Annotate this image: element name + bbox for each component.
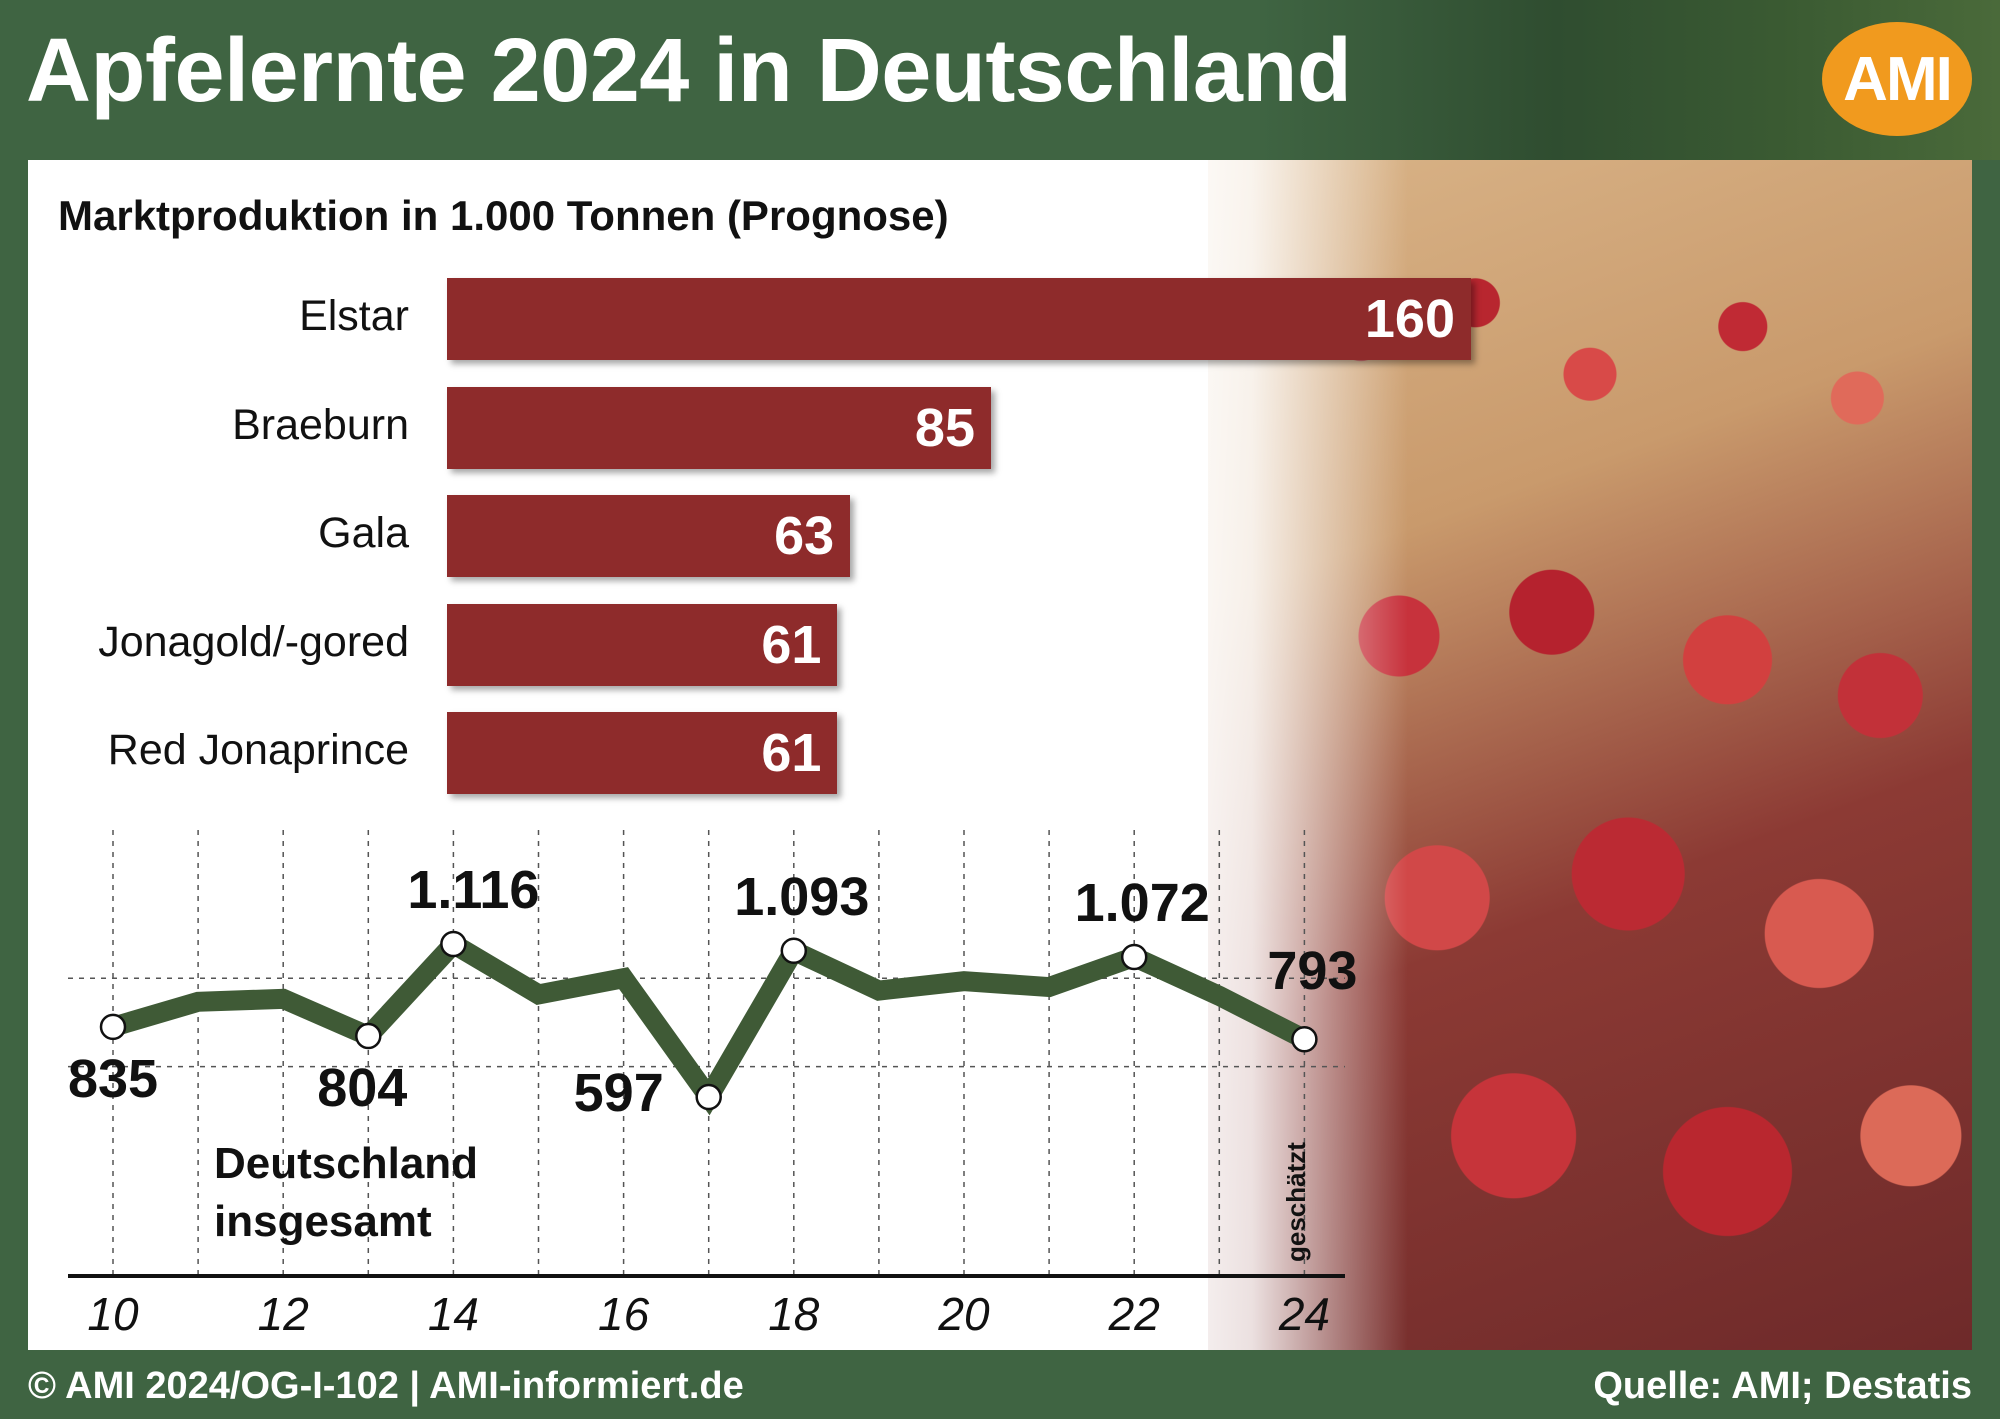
bar-label: Red Jonaprince [107, 726, 409, 774]
bar-label: Gala [318, 509, 409, 557]
bar [447, 495, 851, 577]
series-label: Deutschland [214, 1139, 478, 1188]
bar [447, 278, 1471, 360]
series-label: insgesamt [214, 1197, 432, 1246]
bar-value-label: 61 [761, 723, 822, 783]
data-point-marker [355, 1022, 382, 1050]
data-point-marker [780, 937, 808, 965]
data-point-label: 804 [317, 1058, 407, 1118]
bar-value-label: 85 [914, 397, 975, 458]
data-point-label: 1.116 [407, 860, 539, 920]
bar-chart-title: Marktproduktion in 1.000 Tonnen (Prognos… [58, 192, 949, 239]
bar-label: Braeburn [232, 400, 409, 449]
x-tick-label: 24 [1278, 1288, 1330, 1340]
x-tick-label: 22 [1108, 1288, 1160, 1340]
footer-copyright: © AMI 2024/OG-I-102 | AMI-informiert.de [28, 1365, 744, 1407]
page-title: Apfelernte 2024 in Deutschland [26, 21, 1352, 121]
data-point-label: 835 [68, 1049, 158, 1109]
data-point-marker [440, 930, 467, 958]
x-tick-label: 16 [598, 1288, 650, 1340]
data-point-label: 597 [574, 1063, 664, 1123]
data-point-marker [1120, 943, 1148, 971]
bar [447, 712, 838, 794]
data-point-marker [99, 1013, 127, 1041]
x-tick-label: 12 [258, 1288, 309, 1340]
bar [447, 386, 991, 469]
x-tick-label: 14 [428, 1288, 479, 1340]
bar-value-label: 160 [1364, 289, 1455, 349]
bar [447, 603, 838, 686]
x-tick-label: 18 [768, 1288, 820, 1340]
ami-logo: AMI [1822, 22, 1972, 136]
data-point-label: 1.072 [1075, 873, 1210, 933]
bar-label: Elstar [299, 292, 409, 340]
bar-label: Jonagold/-gored [98, 617, 409, 666]
data-point-marker [1291, 1025, 1318, 1053]
estimate-note: geschätzt [1281, 1142, 1311, 1262]
data-point-label: 793 [1267, 941, 1357, 1001]
data-point-label: 1.093 [734, 867, 869, 927]
bar-value-label: 61 [761, 614, 822, 675]
data-point-marker [695, 1083, 722, 1111]
x-tick-label: 20 [937, 1288, 990, 1340]
bar-value-label: 63 [774, 506, 835, 566]
x-tick-label: 10 [87, 1288, 139, 1340]
footer-source: Quelle: AMI; Destatis [1593, 1365, 1972, 1407]
